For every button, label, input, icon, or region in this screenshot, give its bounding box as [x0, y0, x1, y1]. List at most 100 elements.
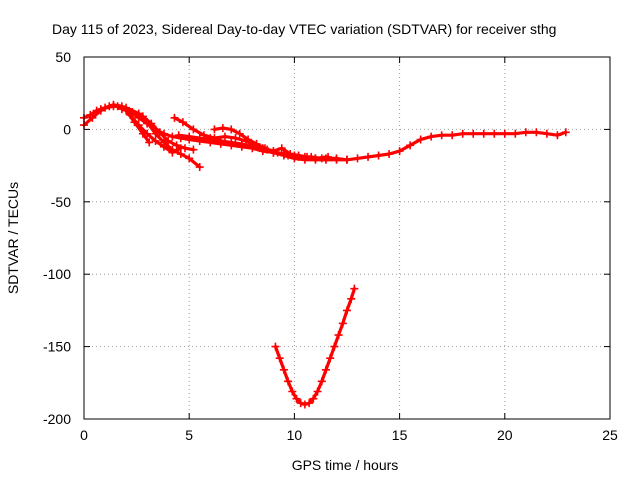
- data-point: [416, 135, 425, 144]
- data-point: [437, 131, 446, 140]
- data-point: [343, 155, 351, 164]
- data-point: [147, 119, 156, 128]
- data-point: [479, 129, 488, 138]
- data-point: [189, 145, 198, 154]
- data-point: [343, 306, 351, 315]
- data-point: [244, 135, 253, 144]
- data-point: [532, 128, 541, 137]
- data-point: [521, 128, 530, 137]
- data-point: [330, 342, 339, 351]
- data-point: [275, 354, 284, 363]
- data-point: [296, 399, 305, 408]
- data-point: [195, 163, 204, 172]
- data-point: [271, 342, 280, 351]
- data-point: [227, 138, 236, 147]
- plot-frame: [83, 56, 611, 420]
- data-point: [185, 132, 194, 141]
- data-point: [500, 129, 509, 138]
- data-point: [374, 151, 383, 160]
- x-tick-label: 15: [392, 427, 408, 443]
- data-point: [353, 154, 362, 163]
- data-point: [269, 148, 278, 157]
- x-tick-label: 20: [497, 427, 513, 443]
- data-point: [317, 377, 326, 386]
- data-point: [151, 136, 160, 145]
- data-point: [220, 132, 229, 141]
- data-point: [143, 129, 152, 138]
- series-arc-early-d: [126, 110, 185, 157]
- data-point: [248, 142, 257, 151]
- data-point: [88, 113, 97, 122]
- data-point: [542, 129, 551, 138]
- grid-lines: [84, 57, 610, 419]
- data-point: [347, 294, 356, 303]
- data-point: [350, 284, 359, 293]
- data-point: [185, 154, 194, 163]
- series-arc-dip: [271, 284, 359, 409]
- data-point: [109, 102, 118, 111]
- data-point: [395, 147, 404, 156]
- data-point: [231, 134, 240, 143]
- data-point: [553, 131, 562, 140]
- data-point: [235, 129, 244, 138]
- x-axis-label: GPS time / hours: [292, 457, 399, 473]
- data-point: [324, 152, 333, 161]
- y-axis-label: SDTVAR / TECUs: [5, 182, 21, 294]
- data-point: [326, 354, 335, 363]
- data-point: [300, 400, 309, 409]
- data-point: [490, 129, 499, 138]
- data-point: [138, 112, 147, 121]
- data-point: [170, 113, 179, 122]
- data-point: [174, 131, 183, 140]
- data-point: [168, 148, 177, 157]
- y-tick-label: -150: [43, 339, 71, 355]
- data-point: [117, 105, 126, 114]
- chart-title: Day 115 of 2023, Sidereal Day-to-day VTE…: [52, 21, 556, 37]
- data-point: [178, 118, 187, 127]
- data-point: [305, 399, 314, 408]
- data-point: [277, 144, 286, 153]
- data-series: [80, 100, 570, 409]
- data-point: [338, 319, 347, 328]
- data-point: [288, 387, 297, 396]
- series-arc-early-c: [117, 105, 198, 154]
- data-point: [290, 151, 299, 160]
- data-point: [332, 155, 341, 164]
- axis-ticks: 0 5 10 15 20 25 50 0 -50 -100 -150 -200: [43, 49, 618, 443]
- data-point: [309, 394, 318, 403]
- data-point: [164, 136, 173, 145]
- x-tick-label: 25: [602, 427, 618, 443]
- data-point: [334, 331, 343, 340]
- data-point: [311, 154, 320, 163]
- data-point: [406, 141, 415, 150]
- data-point: [313, 387, 322, 396]
- data-point: [159, 142, 168, 151]
- data-point: [206, 135, 215, 144]
- data-point: [321, 365, 330, 374]
- y-tick-label: 50: [55, 49, 71, 65]
- x-tick-label: 10: [287, 427, 303, 443]
- data-point: [195, 134, 204, 143]
- data-point: [218, 123, 227, 132]
- data-point: [303, 152, 312, 161]
- data-point: [427, 132, 436, 141]
- data-point: [385, 150, 394, 159]
- x-tick-label: 5: [185, 427, 193, 443]
- x-tick-label: 0: [80, 427, 88, 443]
- data-point: [168, 132, 177, 141]
- data-point: [237, 139, 246, 148]
- data-point: [561, 128, 570, 137]
- data-point: [176, 144, 185, 153]
- data-point: [126, 110, 135, 119]
- data-point: [258, 145, 267, 154]
- data-point: [151, 129, 160, 138]
- data-point: [227, 125, 236, 134]
- data-point: [172, 141, 181, 150]
- data-point: [279, 365, 288, 374]
- data-point: [145, 138, 154, 147]
- y-tick-label: -100: [43, 266, 71, 282]
- data-point: [210, 125, 219, 134]
- data-point: [189, 125, 198, 134]
- data-point: [216, 136, 225, 145]
